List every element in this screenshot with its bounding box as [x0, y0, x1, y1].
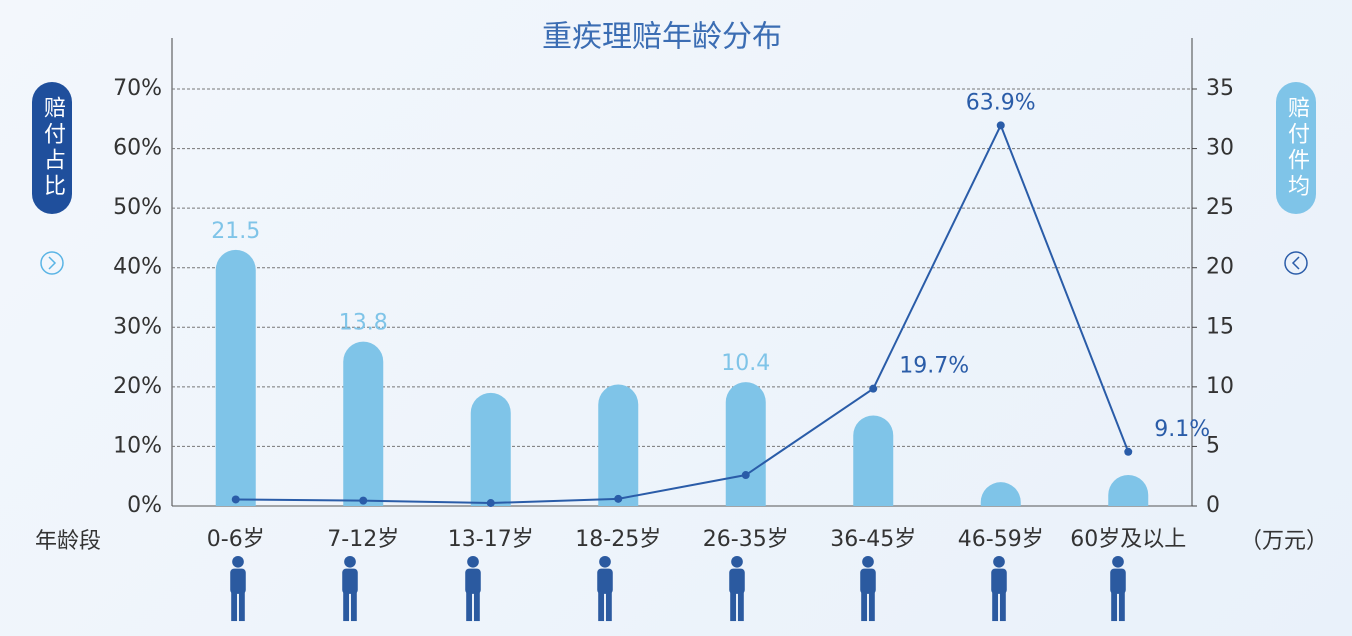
- person-icon: [597, 555, 613, 622]
- y2-tick-label: 25: [1206, 195, 1234, 220]
- person-icon: [991, 555, 1007, 622]
- bar: [853, 415, 894, 506]
- bar: [215, 249, 256, 506]
- line-point: [1124, 447, 1133, 456]
- person-icon: [729, 555, 745, 622]
- y-tick-label: 30%: [113, 314, 162, 339]
- x-tick-label: 36-45岁: [830, 527, 916, 552]
- bar-value-label: 10.4: [721, 351, 770, 376]
- y-tick-label: 50%: [113, 195, 162, 220]
- x-tick-label: 7-12岁: [327, 527, 399, 552]
- line-point: [486, 499, 495, 508]
- x-tick-label: 0-6岁: [207, 527, 265, 552]
- x-tick-label: 18-25岁: [575, 527, 661, 552]
- y-tick-label: 70%: [113, 76, 162, 101]
- arrow-icon: [48, 256, 57, 270]
- line-point: [614, 494, 623, 503]
- y2-tick-label: 20: [1206, 255, 1234, 280]
- bar: [1108, 475, 1149, 506]
- line-point: [869, 384, 878, 393]
- y2-axis-label: 赔付件均: [1276, 82, 1316, 214]
- person-icon: [860, 555, 876, 622]
- chart-title: 重疾理赔年龄分布: [542, 20, 782, 55]
- line-point: [231, 495, 240, 504]
- line-point: [741, 471, 750, 480]
- y-axis-label: 赔付占比: [32, 82, 72, 214]
- y2-tick-label: 5: [1206, 433, 1220, 458]
- y2-tick-label: 10: [1206, 374, 1234, 399]
- y-tick-label: 10%: [113, 433, 162, 458]
- person-icon: [1110, 555, 1126, 622]
- y2-unit: （万元）: [1240, 529, 1328, 554]
- line-value-label: 19.7%: [899, 354, 969, 379]
- person-icon: [230, 555, 246, 622]
- y2-tick-label: 35: [1206, 76, 1234, 101]
- line-value-label: 63.9%: [966, 90, 1036, 115]
- bar: [980, 482, 1021, 506]
- x-tick-label: 60岁及以上: [1070, 527, 1186, 552]
- person-icon: [342, 555, 358, 622]
- bar: [470, 392, 511, 506]
- line-value-label: 9.1%: [1154, 417, 1210, 442]
- x-tick-label: 46-59岁: [958, 527, 1044, 552]
- y-tick-label: 60%: [113, 136, 162, 161]
- x-tick-label: 13-17岁: [448, 527, 534, 552]
- y-tick-label: 20%: [113, 374, 162, 399]
- arrow-icon: [40, 251, 64, 275]
- y2-tick-label: 15: [1206, 314, 1234, 339]
- x-tick-label: 26-35岁: [703, 527, 789, 552]
- y-tick-label: 40%: [113, 255, 162, 280]
- bar-value-label: 21.5: [211, 219, 260, 244]
- bar: [343, 341, 384, 506]
- line-point: [996, 121, 1005, 130]
- line: [235, 122, 1130, 505]
- bar: [725, 382, 766, 506]
- y2-tick-label: 0: [1206, 493, 1220, 518]
- bar: [598, 384, 639, 506]
- bar-value-label: 13.8: [339, 311, 388, 336]
- x-axis-label: 年龄段: [35, 529, 101, 554]
- line-point: [359, 496, 368, 505]
- arrow-icon: [1284, 251, 1308, 275]
- y-tick-label: 0%: [127, 493, 162, 518]
- y2-tick-label: 30: [1206, 136, 1234, 161]
- arrow-icon: [1291, 256, 1300, 270]
- person-icon: [465, 555, 481, 622]
